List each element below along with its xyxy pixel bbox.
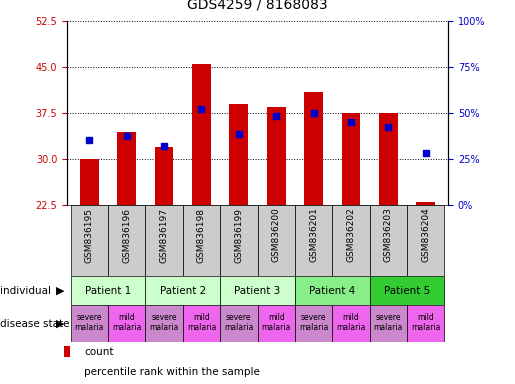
Bar	[183, 205, 220, 276]
Text: mild
malaria: mild malaria	[411, 313, 440, 333]
Text: severe
malaria: severe malaria	[75, 313, 104, 333]
Text: Patient 2: Patient 2	[160, 286, 206, 296]
Bar	[379, 113, 398, 205]
Point	[384, 124, 392, 131]
Text: severe
malaria: severe malaria	[224, 313, 253, 333]
Bar	[145, 205, 183, 276]
Text: GSM836201: GSM836201	[309, 208, 318, 262]
Text: count: count	[84, 347, 113, 357]
Bar	[295, 276, 370, 305]
Bar	[295, 205, 332, 276]
Text: mild
malaria: mild malaria	[112, 313, 142, 333]
Bar	[407, 305, 444, 342]
Bar	[267, 107, 285, 205]
Text: Patient 1: Patient 1	[85, 286, 131, 296]
Bar	[71, 205, 108, 276]
Text: ▶: ▶	[56, 286, 64, 296]
Bar	[370, 305, 407, 342]
Point	[235, 131, 243, 137]
Bar	[64, 346, 71, 357]
Point	[197, 106, 205, 112]
Text: GSM836199: GSM836199	[234, 208, 243, 263]
Text: Patient 3: Patient 3	[234, 286, 281, 296]
Bar	[192, 64, 211, 205]
Bar	[154, 147, 174, 205]
Point	[272, 113, 280, 119]
Bar	[295, 305, 332, 342]
Point	[160, 143, 168, 149]
Text: mild
malaria: mild malaria	[336, 313, 366, 333]
Bar	[145, 276, 220, 305]
Bar	[220, 205, 258, 276]
Bar	[80, 159, 99, 205]
Bar	[183, 305, 220, 342]
Bar	[332, 205, 370, 276]
Bar	[370, 276, 444, 305]
Point	[347, 119, 355, 126]
Text: GSM836202: GSM836202	[347, 208, 355, 262]
Bar	[304, 92, 323, 205]
Bar	[370, 205, 407, 276]
Text: individual: individual	[0, 286, 51, 296]
Bar	[220, 305, 258, 342]
Bar	[258, 205, 295, 276]
Text: GSM836200: GSM836200	[272, 208, 281, 262]
Bar	[407, 205, 444, 276]
Text: GSM836197: GSM836197	[160, 208, 168, 263]
Text: mild
malaria: mild malaria	[187, 313, 216, 333]
Point	[85, 137, 94, 143]
Text: percentile rank within the sample: percentile rank within the sample	[84, 367, 260, 377]
Bar	[71, 305, 108, 342]
Bar	[220, 276, 295, 305]
Bar	[145, 305, 183, 342]
Bar	[108, 205, 145, 276]
Bar	[416, 202, 435, 205]
Point	[123, 133, 131, 139]
Text: GSM836204: GSM836204	[421, 208, 430, 262]
Text: GSM836195: GSM836195	[85, 208, 94, 263]
Text: ▶: ▶	[56, 318, 64, 329]
Text: severe
malaria: severe malaria	[373, 313, 403, 333]
Point	[310, 110, 318, 116]
Bar	[117, 132, 136, 205]
Text: GSM836198: GSM836198	[197, 208, 206, 263]
Text: disease state: disease state	[0, 318, 70, 329]
Bar	[258, 305, 295, 342]
Text: severe
malaria: severe malaria	[149, 313, 179, 333]
Text: Patient 5: Patient 5	[384, 286, 430, 296]
Text: GSM836196: GSM836196	[122, 208, 131, 263]
Text: mild
malaria: mild malaria	[262, 313, 291, 333]
Bar	[64, 376, 71, 377]
Bar	[71, 276, 145, 305]
Bar	[341, 113, 360, 205]
Bar	[230, 104, 248, 205]
Bar	[108, 305, 145, 342]
Text: severe
malaria: severe malaria	[299, 313, 328, 333]
Text: GSM836203: GSM836203	[384, 208, 393, 262]
Text: GDS4259 / 8168083: GDS4259 / 8168083	[187, 0, 328, 12]
Point	[421, 150, 430, 156]
Text: Patient 4: Patient 4	[309, 286, 355, 296]
Bar	[332, 305, 370, 342]
